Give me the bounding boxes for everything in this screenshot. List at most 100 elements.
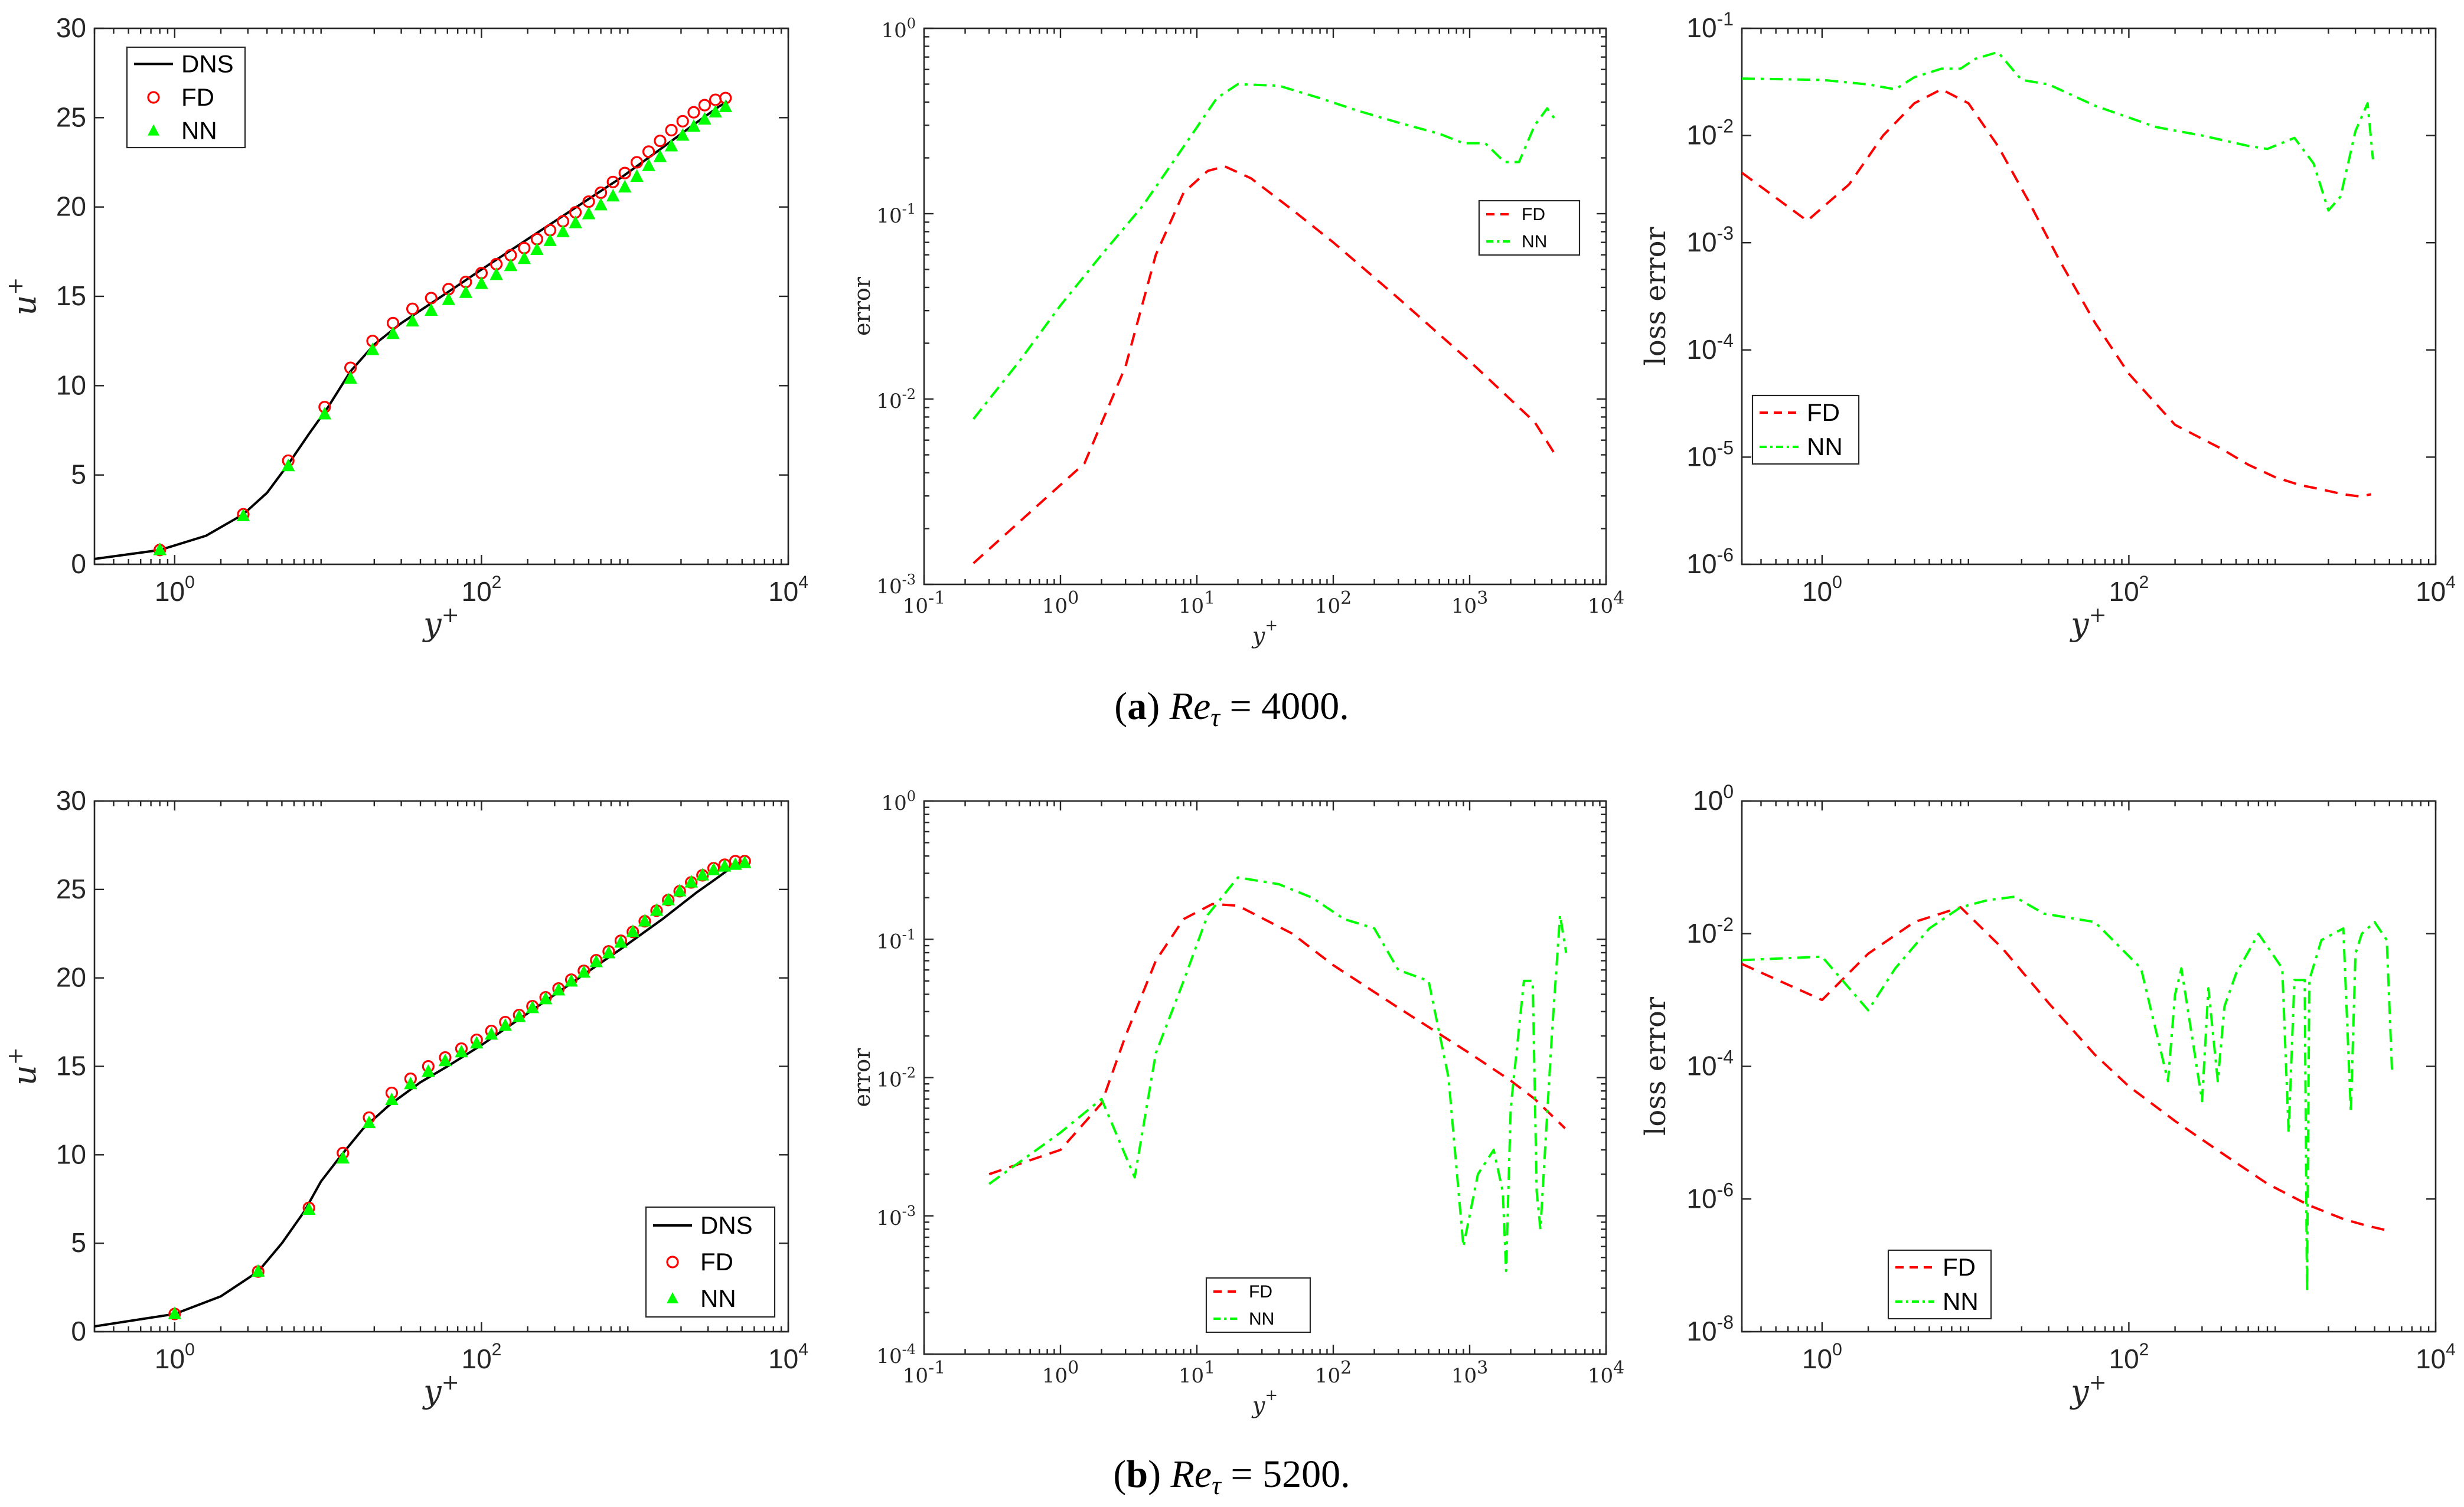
series-line-fd	[1742, 906, 2390, 1233]
plot-area	[1741, 800, 2437, 1333]
point-nn	[362, 1115, 376, 1129]
y-tick-base: 10	[876, 390, 902, 413]
point-nn	[698, 112, 712, 125]
series-line-fd	[972, 165, 1559, 564]
point-nn	[442, 292, 455, 305]
y-tick-base: 10	[876, 1068, 902, 1092]
y-tick-exponent: -2	[902, 386, 916, 403]
y-tick-label: 25	[56, 102, 86, 132]
x-tick-base: 10	[2109, 576, 2139, 607]
y-tick-label: 5	[71, 459, 86, 490]
point-nn	[498, 1018, 513, 1031]
y-tick-base: 10	[1686, 1316, 1716, 1346]
legend: FD NN	[1478, 200, 1581, 256]
y-tick-exponent: -8	[1717, 1312, 1734, 1333]
point-nn	[707, 862, 720, 875]
point-nn	[475, 276, 488, 289]
legend-label-nn: NN	[181, 117, 217, 145]
series-group	[94, 91, 733, 560]
point-nn	[484, 1027, 498, 1040]
point-nn	[729, 857, 742, 870]
plot-area	[923, 27, 1607, 586]
x-axis-label-main: y	[422, 1373, 442, 1410]
x-tick-base: 10	[903, 1364, 928, 1388]
point-nn	[618, 179, 632, 193]
x-tick-exponent: -1	[928, 588, 945, 609]
series-line-fd	[988, 903, 1566, 1176]
y-axis-label-main: u	[6, 295, 43, 316]
y-tick-base: 10	[876, 575, 902, 599]
legend-label-fd: FD	[1249, 1282, 1272, 1302]
point-nn	[675, 128, 690, 141]
y-tick-label: 10-2	[876, 386, 916, 413]
x-tick-exponent: 0	[185, 1340, 195, 1359]
series-group	[1742, 51, 2374, 498]
point-nn	[318, 407, 332, 420]
point-nn	[404, 1076, 417, 1090]
caption-a: (a) Reτ = 4000.	[1114, 685, 1349, 732]
point-nn	[653, 149, 667, 162]
legend-frame	[1205, 1277, 1311, 1333]
legend-label-fd: FD	[1807, 398, 1840, 426]
point-nn	[606, 188, 620, 202]
series-line-fd	[1742, 88, 2372, 498]
x-tick-label: 104	[1588, 1358, 1624, 1388]
y-tick-label: 0	[71, 548, 86, 579]
x-tick-label: 100	[1042, 588, 1079, 618]
point-nn	[153, 542, 167, 555]
point-fd	[606, 175, 619, 188]
x-axis-label-sup: +	[1265, 617, 1278, 635]
point-nn	[594, 198, 608, 211]
y-tick-base: 10	[1686, 918, 1716, 949]
x-tick-exponent: 0	[1068, 1358, 1079, 1378]
y-axis-label-main: u	[6, 1065, 43, 1086]
x-tick-label: 100	[1802, 573, 1842, 607]
point-nn	[602, 946, 616, 959]
x-tick-label: 100	[155, 573, 195, 607]
x-axis-label: y+	[2070, 603, 2107, 643]
x-tick-exponent: 2	[2139, 1340, 2149, 1359]
y-tick-label: 15	[56, 1051, 86, 1081]
x-tick-exponent: 2	[1340, 1358, 1352, 1378]
x-axis-label: y+	[422, 603, 459, 643]
y-tick-base: 10	[1686, 12, 1716, 43]
point-nn	[365, 342, 380, 355]
x-tick-base: 10	[2416, 1343, 2446, 1374]
point-nn	[455, 1044, 468, 1058]
y-tick-exponent: -4	[1717, 330, 1734, 351]
y-tick-label: 10	[56, 370, 86, 400]
legend: FD NN	[1751, 394, 1860, 465]
point-fd	[687, 106, 700, 119]
legend-frame	[1887, 1249, 1992, 1320]
x-axis-label: y+	[1251, 617, 1278, 649]
chart-b-error: 10-1 100 101 102 103 10410-410-310-210-1100y+…	[849, 788, 1624, 1418]
x-tick-base: 10	[903, 594, 928, 618]
x-tick-base: 10	[1315, 594, 1340, 618]
y-tick-label: 30	[56, 785, 86, 816]
y-tick-label: 100	[1693, 781, 1734, 816]
series-line-nn	[972, 83, 1559, 420]
legend-marker-fd	[666, 1256, 679, 1269]
caption-b: (b) Reτ = 5200.	[1113, 1453, 1350, 1500]
x-axis-label-main: y	[2070, 606, 2090, 643]
x-tick-base: 10	[1179, 594, 1204, 618]
point-nn	[556, 224, 570, 237]
point-fd	[665, 123, 678, 137]
legend-marker-nn	[148, 124, 159, 136]
y-tick-exponent: -6	[1717, 544, 1734, 565]
x-tick-label: 102	[2109, 1340, 2149, 1374]
y-tick-label: 25	[56, 874, 86, 904]
x-tick-base: 10	[1179, 1364, 1204, 1388]
x-tick-label: 102	[461, 1340, 501, 1374]
x-tick-base: 10	[768, 576, 798, 607]
x-axis-label-main: y	[2070, 1373, 2090, 1410]
x-axis-label-sup: +	[442, 1371, 459, 1395]
y-tick-label: 5	[71, 1227, 86, 1258]
x-tick-exponent: 1	[1204, 1358, 1215, 1378]
y-tick-exponent: -4	[1717, 1047, 1734, 1068]
y-tick-label: 100	[881, 788, 916, 815]
y-tick-base: 10	[876, 930, 902, 953]
point-fd	[676, 115, 689, 128]
x-tick-exponent: 4	[2446, 573, 2456, 592]
